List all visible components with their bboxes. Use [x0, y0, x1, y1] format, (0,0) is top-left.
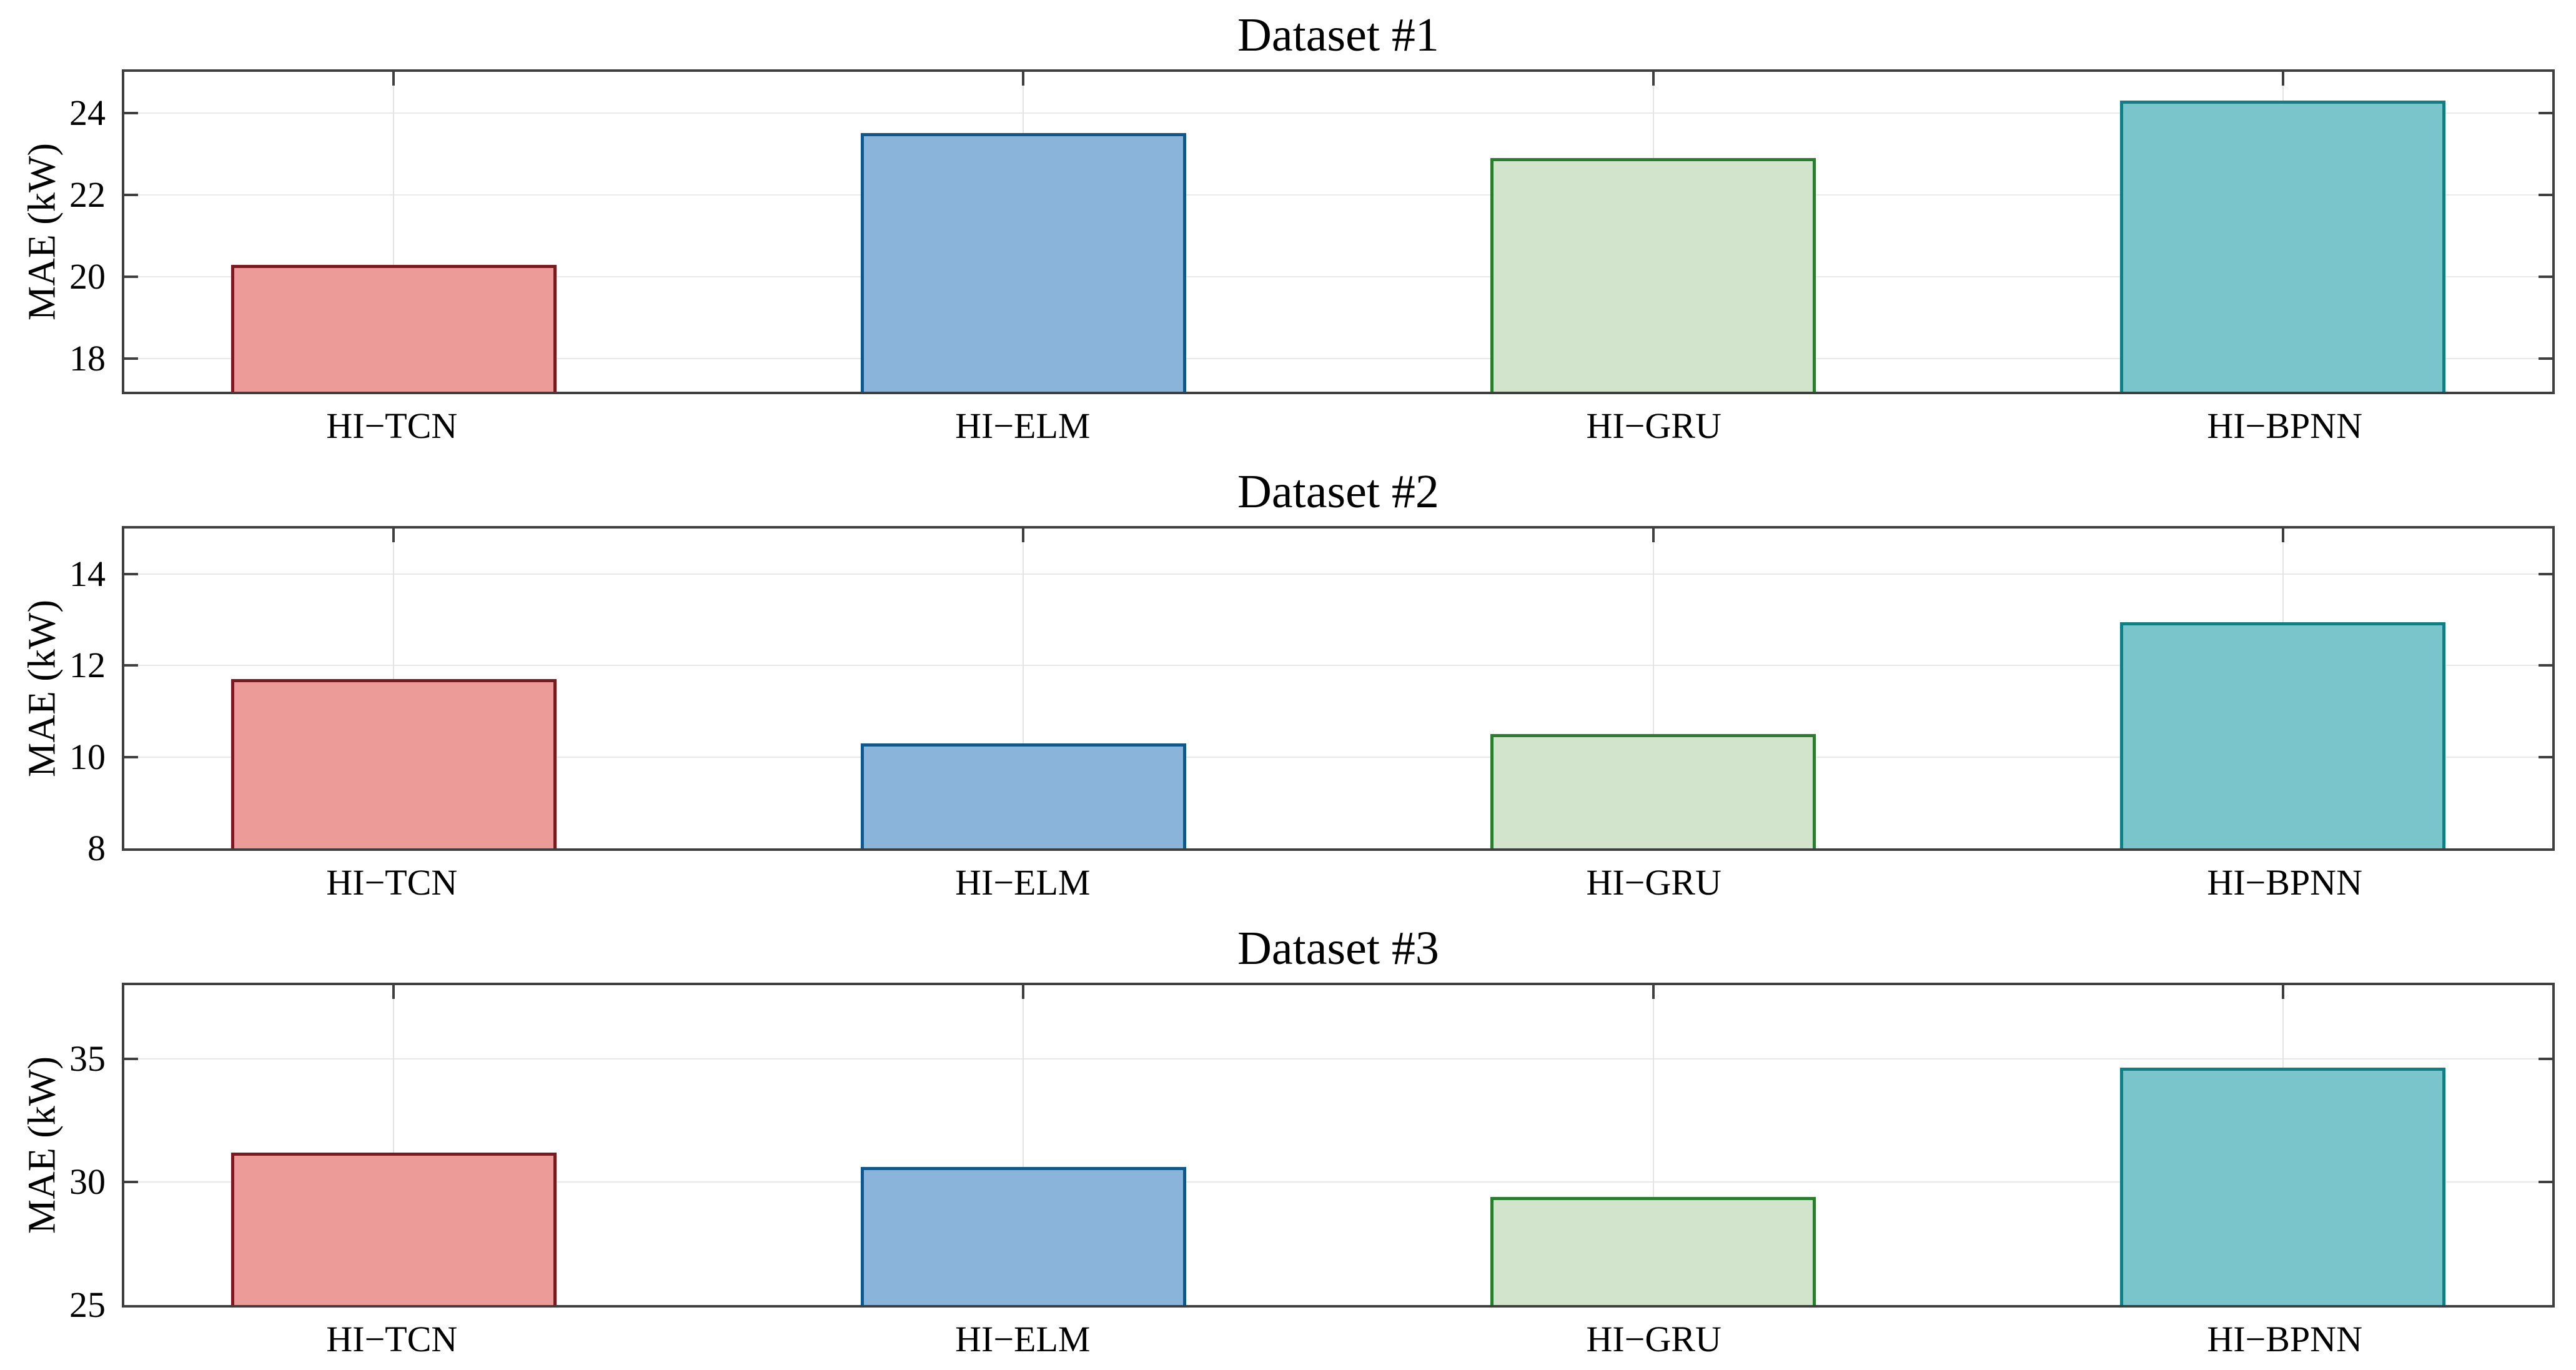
x-tick-mark: [1022, 529, 1025, 542]
y-tick-mark: [2539, 755, 2552, 758]
y-tick-label: 30: [69, 1161, 106, 1203]
y-gridline: [124, 665, 2552, 667]
x-category-label-hi-elm: HI−ELM: [955, 1319, 1091, 1359]
y-tick-label: 22: [69, 174, 106, 215]
x-tick-mark: [392, 529, 395, 542]
y-tick-mark: [2539, 275, 2552, 279]
subplot-title: Dataset #1: [1237, 9, 1439, 61]
x-tick-mark: [1652, 72, 1655, 86]
x-tick-mark: [2281, 529, 2284, 542]
subplot-dataset-3: Dataset #3 MAE (kW) 25 30 35 HI−TCN HI−ELM H…: [0, 913, 2576, 1370]
x-category-label-hi-bpnn: HI−BPNN: [2207, 405, 2362, 446]
y-gridline: [124, 756, 2552, 758]
y-tick-mark: [2539, 664, 2552, 667]
y-tick-mark: [2539, 193, 2552, 196]
y-tick-mark: [2539, 573, 2552, 576]
bar-hi-tcn: [231, 679, 557, 848]
bar-hi-bpnn: [2120, 100, 2445, 392]
y-gridline: [124, 194, 2552, 196]
bar-hi-bpnn: [2120, 1067, 2445, 1305]
x-gridline: [393, 72, 395, 392]
y-tick-mark: [124, 755, 138, 758]
y-tick-label: 10: [69, 736, 106, 777]
y-tick-mark: [2539, 1181, 2552, 1184]
y-tick-mark: [124, 357, 138, 360]
x-tick-mark: [1652, 529, 1655, 542]
bar-hi-elm: [860, 1167, 1186, 1305]
bar-hi-gru: [1490, 734, 1816, 848]
y-gridline: [124, 358, 2552, 360]
y-tick-mark: [124, 193, 138, 196]
subplot-title: Dataset #2: [1237, 465, 1439, 518]
subplot-dataset-2: Dataset #2 MAE (kW) 8 10 12 14 HI−TCN HI−ELM…: [0, 457, 2576, 913]
x-axis-labels: HI−TCN HI−ELM HI−GRU HI−BPNN: [122, 401, 2555, 454]
y-tick-label: 24: [69, 92, 106, 133]
x-tick-mark: [392, 985, 395, 999]
x-axis-labels: HI−TCN HI−ELM HI−GRU HI−BPNN: [122, 1314, 2555, 1368]
x-tick-mark: [1022, 985, 1025, 999]
x-category-label-hi-tcn: HI−TCN: [326, 405, 458, 446]
bar-hi-tcn: [231, 1152, 557, 1305]
x-category-label-hi-gru: HI−GRU: [1586, 862, 1721, 903]
x-gridline: [1023, 985, 1024, 1305]
y-gridline: [124, 573, 2552, 575]
bar-hi-tcn: [231, 264, 557, 392]
bar-hi-bpnn: [2120, 622, 2445, 848]
y-tick-mark: [2539, 111, 2552, 114]
x-category-label-hi-elm: HI−ELM: [955, 405, 1091, 446]
x-category-label-hi-gru: HI−GRU: [1586, 1319, 1721, 1359]
y-tick-mark: [124, 573, 138, 576]
bar-hi-gru: [1490, 157, 1816, 392]
y-gridline: [124, 276, 2552, 278]
axes-plot-area: 25 30 35: [69, 983, 2555, 1325]
y-tick-label: 12: [69, 645, 106, 686]
axes-plot-area: 8 10 12 14: [69, 526, 2555, 868]
y-tick-mark: [124, 111, 138, 114]
x-tick-mark: [2281, 985, 2284, 999]
x-tick-mark: [1022, 72, 1025, 86]
x-category-label-hi-elm: HI−ELM: [955, 862, 1091, 903]
y-tick-label: 25: [69, 1284, 106, 1325]
x-axis-labels: HI−TCN HI−ELM HI−GRU HI−BPNN: [122, 858, 2555, 911]
x-category-label-hi-tcn: HI−TCN: [326, 862, 458, 903]
x-tick-mark: [392, 72, 395, 86]
y-axis-label: MAE (kW): [21, 1056, 64, 1234]
subplot-title: Dataset #3: [1237, 922, 1439, 975]
y-gridline: [124, 1058, 2552, 1060]
y-tick-mark: [124, 275, 138, 279]
x-gridline: [1652, 529, 1654, 848]
x-tick-mark: [2281, 72, 2284, 86]
y-gridline: [124, 1181, 2552, 1183]
bar-hi-gru: [1490, 1196, 1816, 1305]
bar-hi-elm: [860, 743, 1186, 848]
x-gridline: [1652, 985, 1654, 1305]
x-category-label-hi-bpnn: HI−BPNN: [2207, 862, 2362, 903]
y-tick-mark: [2539, 357, 2552, 360]
axes-plot-area: 18 20 22 24: [69, 69, 2555, 394]
y-tick-label: 14: [69, 553, 106, 595]
x-category-label-hi-tcn: HI−TCN: [326, 1319, 458, 1359]
y-tick-label: 20: [69, 256, 106, 297]
subplot-dataset-1: Dataset #1 MAE (kW) 18 20 22 24 HI−TCN HI−EL…: [0, 0, 2576, 457]
x-gridline: [393, 985, 395, 1305]
x-category-label-hi-gru: HI−GRU: [1586, 405, 1721, 446]
bar-hi-elm: [860, 133, 1186, 392]
y-tick-label: 35: [69, 1038, 106, 1080]
x-tick-mark: [1652, 985, 1655, 999]
y-tick-label: 18: [69, 338, 106, 379]
y-gridline: [124, 112, 2552, 114]
y-tick-mark: [124, 1058, 138, 1061]
y-tick-mark: [2539, 1058, 2552, 1061]
y-tick-label: 8: [87, 828, 106, 868]
y-tick-mark: [124, 664, 138, 667]
x-gridline: [1023, 529, 1024, 848]
x-category-label-hi-bpnn: HI−BPNN: [2207, 1319, 2362, 1359]
y-tick-mark: [124, 1181, 138, 1184]
